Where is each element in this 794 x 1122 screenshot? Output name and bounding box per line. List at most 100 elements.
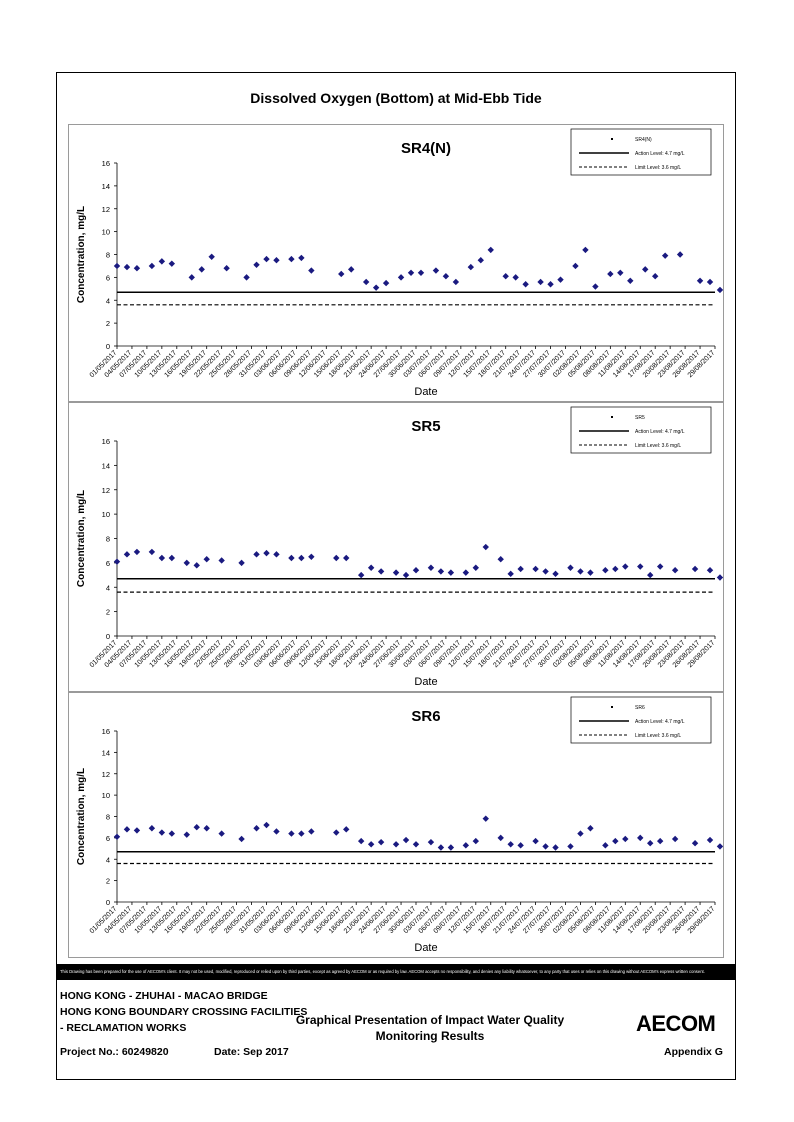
- chart3-data-point: [168, 830, 176, 837]
- chart2-data-point: [472, 564, 479, 571]
- chart2-data-point: [148, 548, 156, 556]
- chart1-y-tick-label: 2: [106, 319, 110, 328]
- chart2-data-point: [602, 566, 609, 574]
- chart1-data-point: [223, 265, 230, 272]
- chart1-data-point: [288, 255, 295, 263]
- chart2-data-point: [253, 551, 260, 558]
- chart3-data-point: [637, 834, 644, 842]
- disclaimer-bar: This Drawing has been prepared for the u…: [56, 964, 736, 980]
- chart1-data-point: [696, 277, 704, 285]
- chart2-data-point: [298, 554, 305, 562]
- chart1-data-point: [372, 284, 380, 291]
- chart3-data-point: [552, 844, 559, 851]
- chart3-y-tick-label: 14: [102, 748, 110, 757]
- chart2-data-point: [263, 549, 270, 557]
- chart1-data-point: [661, 252, 669, 259]
- chart2-data-point: [552, 570, 559, 578]
- chart2-y-tick-label: 16: [102, 437, 110, 446]
- chart1-y-tick-label: 16: [102, 159, 110, 168]
- chart1-data-point: [382, 279, 390, 287]
- chart1-data-point: [432, 267, 440, 274]
- chart2-data-point: [377, 568, 385, 575]
- chart2-data-point: [612, 565, 619, 573]
- chart1-data-point: [273, 257, 280, 264]
- chart3-data-point: [656, 837, 664, 845]
- chart1-data-point: [298, 254, 305, 262]
- chart3-data-point: [577, 830, 584, 837]
- chart3-data-point: [462, 842, 470, 849]
- chart1-data-point: [502, 273, 509, 280]
- chart1-data-point: [407, 269, 415, 276]
- chart2-data-point: [622, 563, 629, 570]
- chart2-y-tick-label: 14: [102, 461, 110, 470]
- chart3-data-point: [253, 825, 260, 832]
- aecom-logo: AECOM: [636, 1011, 716, 1036]
- chart1-data-point: [607, 270, 614, 278]
- chart3-data-point: [532, 837, 539, 845]
- chart1-data-point: [512, 274, 519, 281]
- chart3-data-point: [517, 842, 524, 849]
- chart2-data-point: [637, 563, 644, 570]
- footer-title-line-2: Monitoring Results: [375, 1029, 485, 1043]
- chart3-data-point: [472, 837, 479, 845]
- chart3-data-point: [497, 834, 504, 842]
- chart2-data-point: [133, 548, 141, 556]
- chart1-data-point: [188, 274, 195, 281]
- chart3-data-point: [402, 836, 410, 844]
- chart-sr6: SR6024681012141601/05/201704/05/201707/0…: [76, 696, 723, 954]
- chart3-y-tick-label: 0: [106, 898, 110, 907]
- chart2-y-tick-label: 12: [102, 486, 110, 495]
- chart3-y-tick-label: 8: [106, 813, 110, 822]
- chart3-data-point: [133, 827, 141, 834]
- chart3-title: SR6: [411, 708, 440, 725]
- chart3-data-point: [437, 844, 445, 851]
- chart2-legend-label: SR5: [635, 415, 645, 421]
- chart2-data-point: [437, 568, 445, 575]
- chart3-data-point: [273, 828, 280, 835]
- chart3-data-point: [647, 840, 654, 847]
- chart1-data-point: [158, 258, 166, 265]
- chart2-legend-label: Limit Level: 3.6 mg/L: [635, 443, 681, 449]
- chart2-y-tick-label: 10: [102, 510, 110, 519]
- chart3-y-tick-label: 16: [102, 727, 110, 736]
- chart2-data-point: [671, 566, 679, 574]
- chart3-data-point: [158, 829, 166, 836]
- chart2-data-point: [158, 554, 166, 562]
- chart1-legend-label: Action Level: 4.7 mg/L: [635, 151, 685, 157]
- chart3-data-point: [288, 830, 295, 837]
- chart3-data-point: [447, 844, 455, 851]
- chart1-legend-label: Limit Level: 3.6 mg/L: [635, 165, 681, 171]
- chart2-data-point: [168, 554, 176, 562]
- chart2-x-axis-label: Date: [414, 676, 437, 688]
- chart2-y-tick-label: 0: [106, 632, 110, 641]
- chart1-data-point: [557, 276, 564, 283]
- chart3-data-point: [298, 830, 305, 837]
- chart3-data-point: [113, 833, 121, 841]
- chart2-data-point: [567, 564, 574, 571]
- chart2-data-point: [542, 568, 549, 575]
- chart2-title: SR5: [411, 418, 440, 435]
- chart3-data-point: [123, 826, 131, 833]
- chart1-data-point: [338, 270, 345, 278]
- chart3-y-tick-label: 2: [106, 877, 110, 886]
- chart3-y-tick-label: 12: [102, 770, 110, 779]
- chart-panel-3: SR6 0 2 4 6 8 10 12 14 16 01/05/2017 04/05/2017 07/0…: [68, 692, 724, 958]
- chart3-y-axis-label: Concentration, mg/L: [76, 768, 87, 865]
- chart2-data-point: [333, 554, 340, 562]
- chart2-legend-label: Action Level: 4.7 mg/L: [635, 429, 685, 435]
- chart3-data-point: [238, 835, 245, 843]
- footer-project-line-3: - RECLAMATION WORKS: [60, 1022, 187, 1034]
- chart1-y-tick-label: 12: [102, 205, 110, 214]
- chart1-data-point: [642, 266, 649, 273]
- chart1-data-point: [348, 266, 355, 273]
- chart1-data-point: [168, 260, 176, 267]
- chart3-data-point: [602, 842, 609, 849]
- chart3-data-point: [377, 838, 385, 846]
- chart1-y-tick-label: 14: [102, 182, 110, 191]
- chart1-y-tick-label: 6: [106, 273, 110, 282]
- page-frame: [56, 72, 736, 1080]
- chart2-data-point: [647, 571, 654, 579]
- chart3-data-point: [343, 826, 350, 833]
- chart2-data-point: [367, 564, 375, 571]
- chart2-data-point: [532, 565, 539, 573]
